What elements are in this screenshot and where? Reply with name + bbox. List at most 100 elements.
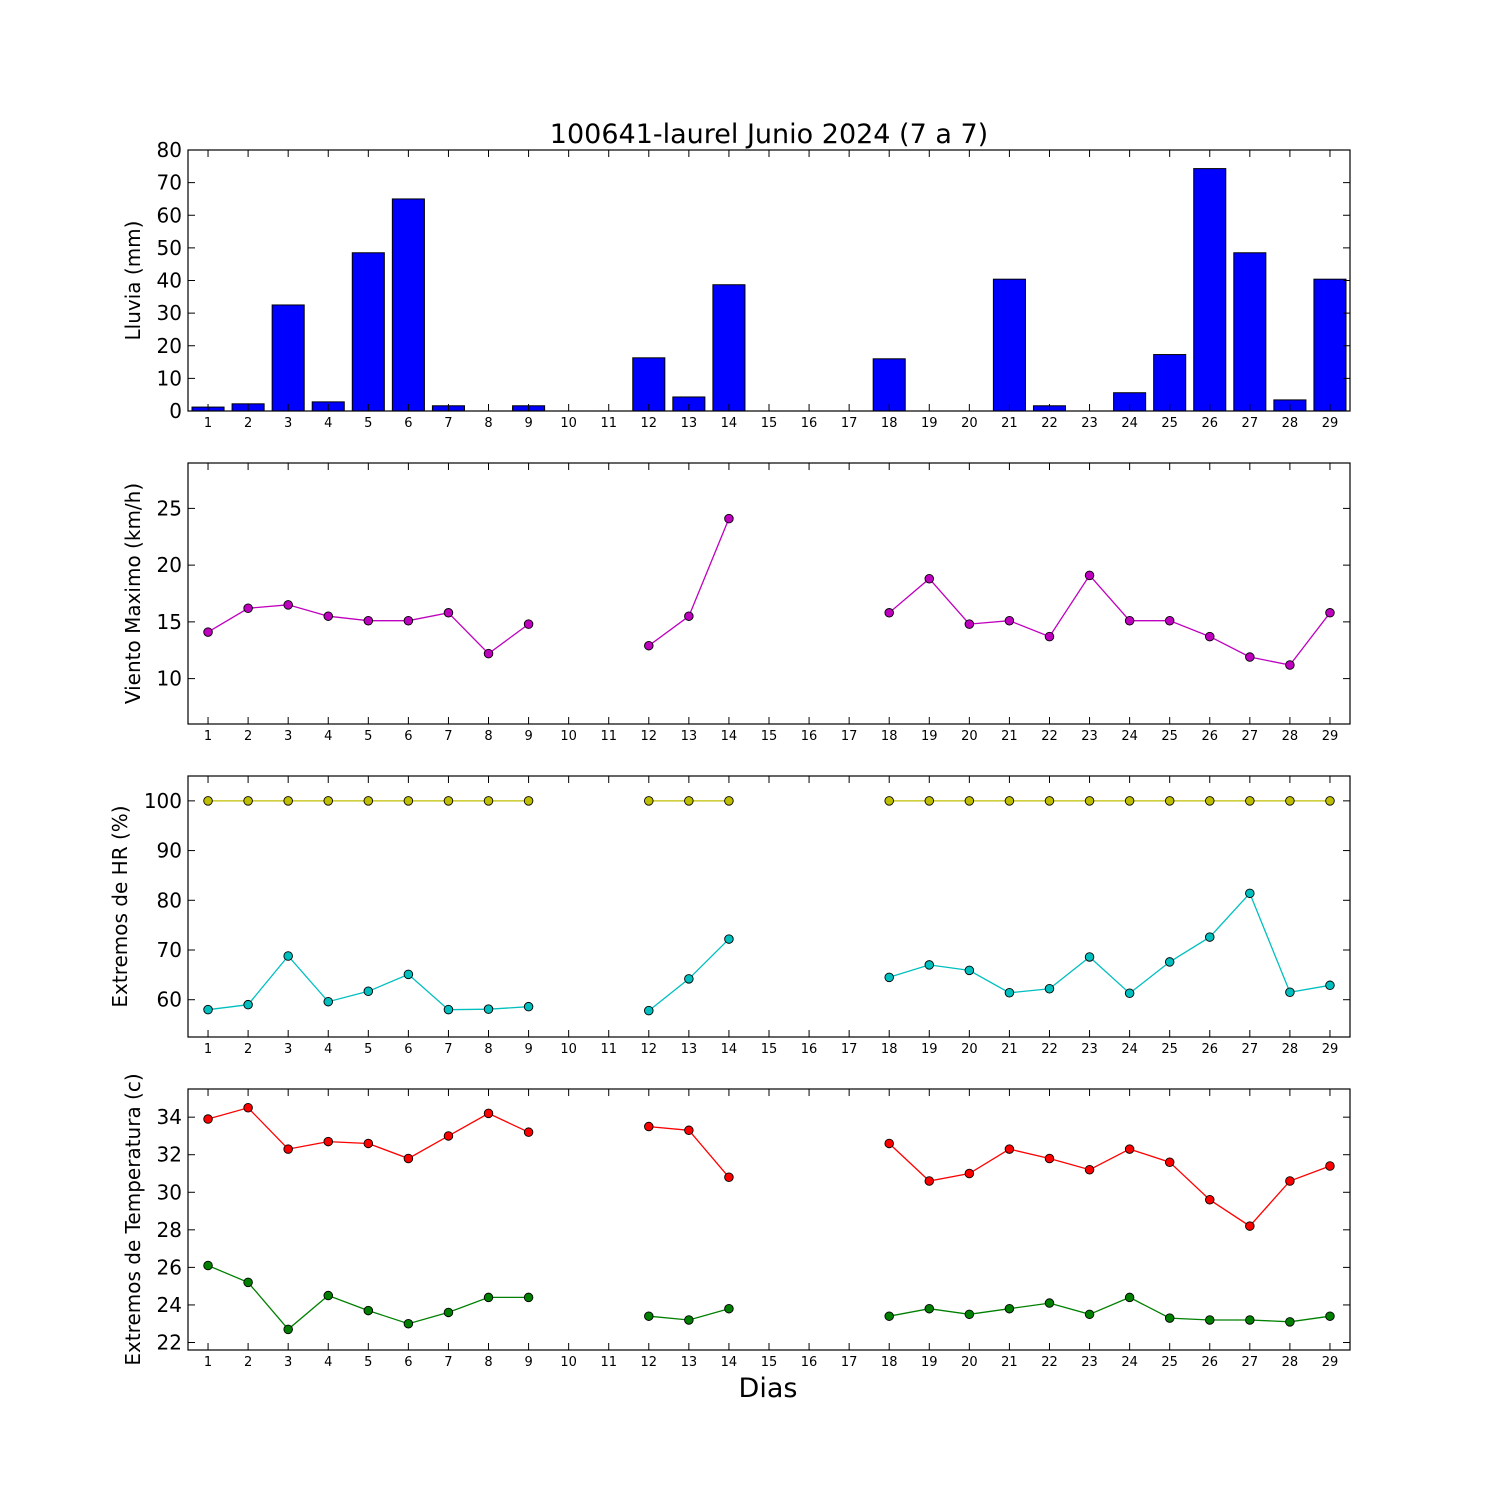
series-2-point-day-9 xyxy=(523,1001,534,1012)
y-tick-label: 20 xyxy=(157,334,182,358)
series-2-point-day-1 xyxy=(203,1004,213,1015)
series-2-point-day-5 xyxy=(363,986,374,997)
series-1-point-day-9 xyxy=(523,796,534,806)
x-tick-label: 17 xyxy=(841,1355,858,1370)
x-tick-label: 23 xyxy=(1081,416,1098,431)
series-1-line-1 xyxy=(207,1107,529,1160)
x-tick-label: 7 xyxy=(444,1042,452,1057)
series-1-point-day-21 xyxy=(1004,1144,1015,1154)
x-tick-label: 24 xyxy=(1121,1042,1138,1057)
series-1-point-day-12 xyxy=(644,1121,654,1132)
bar-day-18 xyxy=(872,358,906,412)
series-1-point-day-3 xyxy=(283,600,293,610)
x-tick-label: 2 xyxy=(244,1355,252,1370)
x-tick-label: 4 xyxy=(324,1355,332,1370)
x-tick-label: 21 xyxy=(1001,416,1018,431)
series-1-point-day-4 xyxy=(323,1136,333,1147)
series-1-point-day-25 xyxy=(1164,796,1175,806)
x-tick-label: 26 xyxy=(1201,729,1218,744)
x-tick-label: 14 xyxy=(721,1355,738,1370)
bar-day-21 xyxy=(992,278,1026,412)
series-2-point-day-19 xyxy=(924,1303,935,1314)
x-tick-label: 29 xyxy=(1322,416,1339,431)
x-tick-label: 28 xyxy=(1282,729,1299,744)
x-tick-label: 15 xyxy=(761,416,778,431)
series-1-point-day-22 xyxy=(1044,1153,1055,1164)
series-1-point-day-29 xyxy=(1325,796,1335,806)
x-tick-label: 1 xyxy=(204,416,212,431)
x-tick-label: 22 xyxy=(1041,1042,1058,1057)
series-2-point-day-21 xyxy=(1004,988,1015,998)
series-1-point-day-27 xyxy=(1245,1221,1255,1231)
x-tick-label: 29 xyxy=(1322,729,1339,744)
y-axis-label: Lluvia (mm) xyxy=(121,221,145,341)
x-tick-label: 2 xyxy=(244,416,252,431)
x-tick-label: 13 xyxy=(681,729,698,744)
bar-day-25 xyxy=(1153,354,1187,412)
series-1-point-day-18 xyxy=(884,608,894,618)
x-tick-label: 24 xyxy=(1121,1355,1138,1370)
series-1-point-day-1 xyxy=(203,1114,213,1124)
x-tick-label: 16 xyxy=(801,416,818,431)
series-1-point-day-28 xyxy=(1285,796,1295,806)
series-1-point-day-19 xyxy=(924,796,935,806)
y-tick-label: 30 xyxy=(157,1180,182,1204)
x-tick-label: 13 xyxy=(681,416,698,431)
series-2-point-day-26 xyxy=(1205,1315,1215,1325)
series-1-point-day-12 xyxy=(644,796,654,806)
series-1-line-1 xyxy=(207,604,529,655)
x-tick-label: 28 xyxy=(1282,1042,1299,1057)
series-2-point-day-4 xyxy=(323,996,333,1007)
series-1-point-day-25 xyxy=(1164,615,1175,626)
series-1-point-day-27 xyxy=(1245,652,1255,662)
series-2-point-day-23 xyxy=(1084,952,1095,962)
series-1-point-day-5 xyxy=(363,796,374,806)
series-1-point-day-13 xyxy=(684,1125,694,1136)
x-tick-label: 5 xyxy=(364,1042,372,1057)
series-2-point-day-29 xyxy=(1325,1311,1335,1321)
x-tick-label: 14 xyxy=(721,1042,738,1057)
x-tick-label: 12 xyxy=(641,416,658,431)
x-tick-label: 25 xyxy=(1161,1042,1178,1057)
x-tick-label: 25 xyxy=(1161,416,1178,431)
x-tick-label: 10 xyxy=(560,729,577,744)
series-2-point-day-3 xyxy=(283,1324,293,1335)
x-tick-label: 19 xyxy=(921,1042,938,1057)
bar-day-5 xyxy=(351,252,385,412)
series-1-point-day-2 xyxy=(243,603,253,614)
series-1-point-day-7 xyxy=(443,796,454,806)
series-2-point-day-26 xyxy=(1205,932,1215,942)
series-1-point-day-12 xyxy=(644,640,654,651)
axes-frame xyxy=(187,462,1351,725)
x-tick-label: 5 xyxy=(364,1355,372,1370)
x-tick-label: 7 xyxy=(444,416,452,431)
x-tick-label: 16 xyxy=(801,1355,818,1370)
x-tick-label: 15 xyxy=(761,1355,778,1370)
series-2-point-day-7 xyxy=(443,1307,454,1318)
series-1-point-day-3 xyxy=(283,1144,293,1154)
series-1-point-day-5 xyxy=(363,615,374,626)
series-1-point-day-22 xyxy=(1044,631,1055,642)
series-1-point-day-1 xyxy=(203,627,213,637)
series-1-point-day-6 xyxy=(403,1153,414,1164)
y-tick-label: 10 xyxy=(157,366,182,390)
x-tick-label: 3 xyxy=(284,729,292,744)
x-tick-label: 17 xyxy=(841,416,858,431)
series-1-point-day-1 xyxy=(203,796,213,806)
series-1-point-day-27 xyxy=(1245,796,1255,806)
series-1-point-day-14 xyxy=(724,1172,734,1183)
chart-title: 100641-laurel Junio 2024 (7 a 7) xyxy=(550,119,988,150)
series-1-point-day-4 xyxy=(323,796,333,806)
x-tick-label: 6 xyxy=(404,416,412,431)
y-tick-label: 40 xyxy=(157,269,182,293)
x-tick-label: 25 xyxy=(1161,729,1178,744)
series-2-point-day-8 xyxy=(483,1004,494,1014)
x-tick-label: 2 xyxy=(244,729,252,744)
y-tick-label: 22 xyxy=(157,1330,182,1354)
x-tick-label: 12 xyxy=(641,729,658,744)
series-1-point-day-20 xyxy=(964,796,975,806)
series-1-point-day-6 xyxy=(403,615,414,626)
x-tick-label: 28 xyxy=(1282,416,1299,431)
